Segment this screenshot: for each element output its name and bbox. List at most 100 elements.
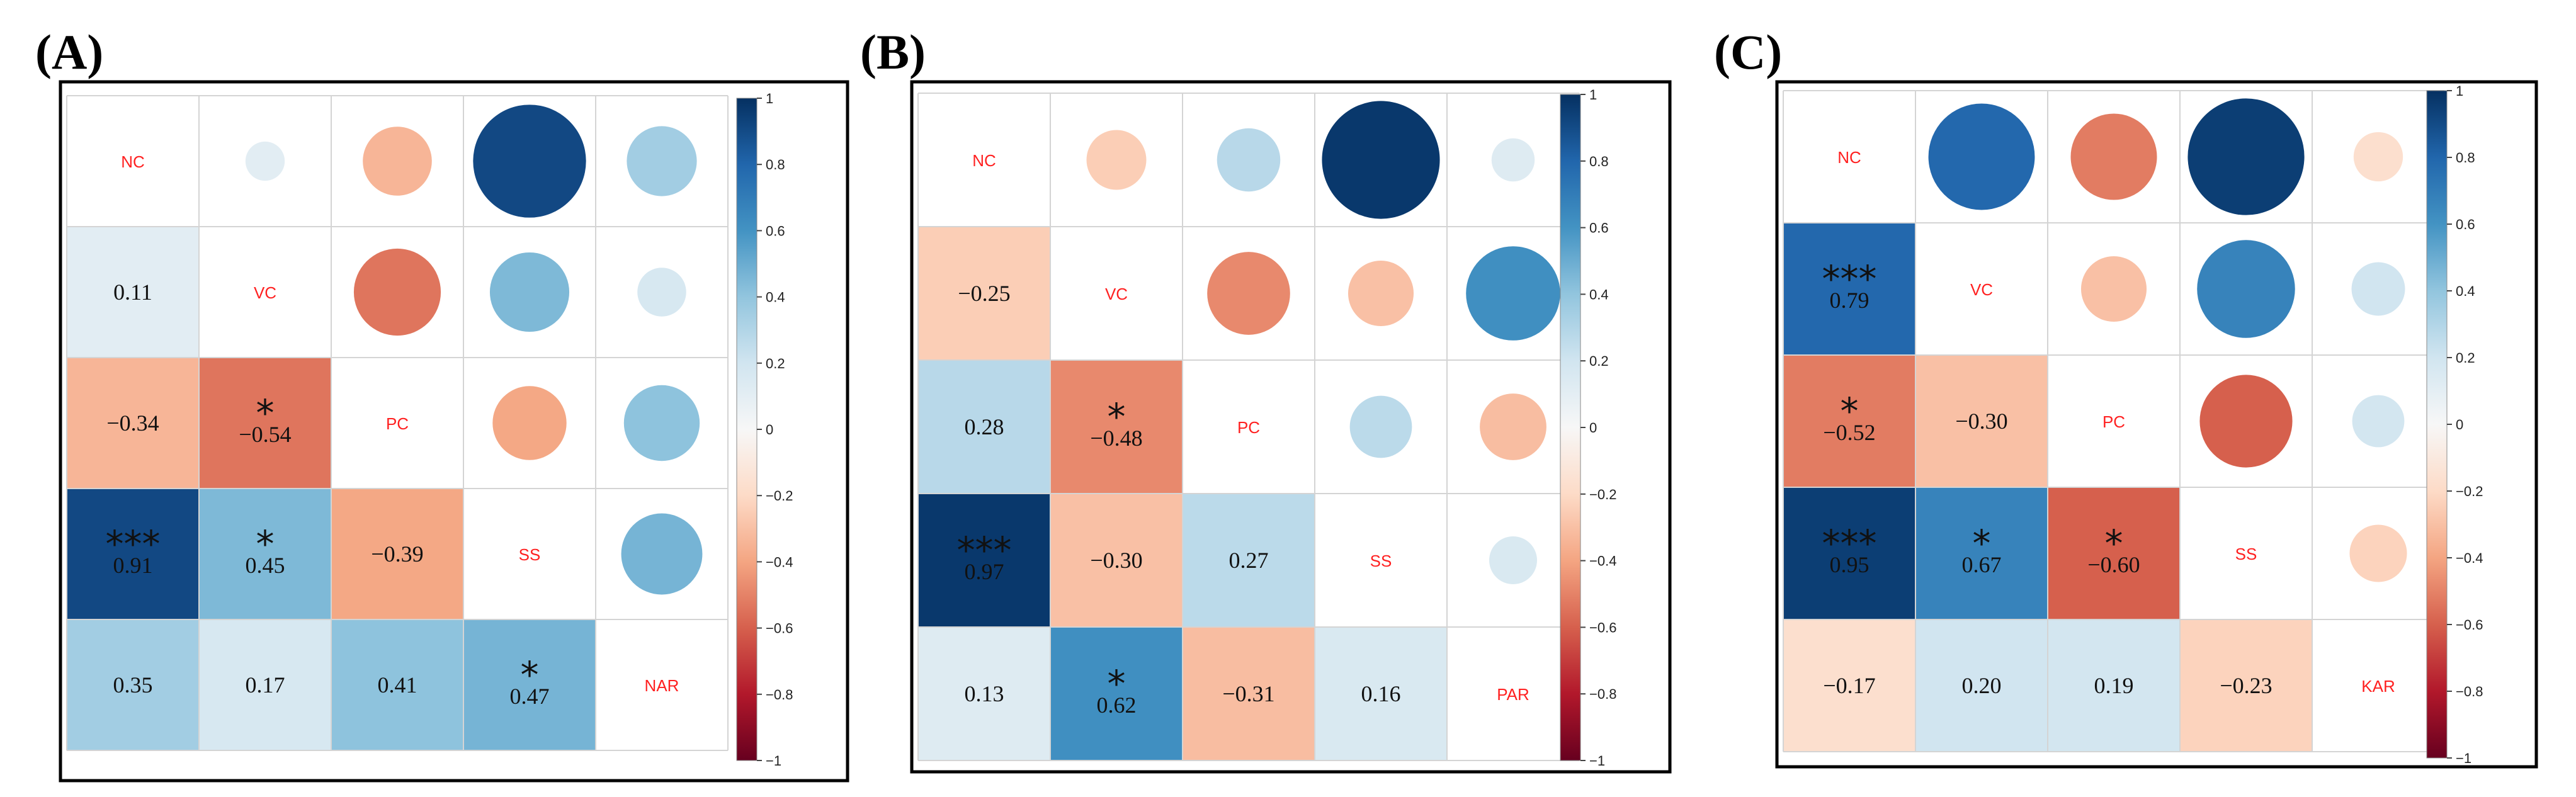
colorbar-tick-label: −0.6 [766, 621, 793, 636]
diagonal-cell [1315, 494, 1447, 627]
circle-NC-SS [2187, 98, 2305, 215]
colorbar-tick-label: 1 [2456, 83, 2463, 99]
coefficient-label: −0.48 [1090, 426, 1142, 451]
diagonal-cell [2048, 355, 2180, 487]
circle-VC-NAR [637, 268, 686, 317]
diagonal-cell [1183, 360, 1315, 494]
coefficient-label: −0.52 [1823, 420, 1875, 445]
cell-VC-NC [67, 227, 199, 358]
cell-KAR-VC [1915, 619, 2048, 752]
coefficient-label: 0.13 [965, 681, 1004, 706]
cell-SS-PC [331, 489, 463, 619]
coefficient-label: −0.30 [1955, 409, 2007, 434]
variable-label-PC: PC [1237, 418, 1260, 437]
diagonal-cell [67, 96, 199, 227]
circle-NC-SS [1322, 101, 1440, 219]
matrix-grid: NC0.11 VC−0.34 −0.54* PC0.91*** 0.45* −0.39 SS… [66, 95, 729, 751]
cell-SS-VC [199, 489, 331, 619]
cell-PC-NC [1783, 355, 1915, 487]
circle-PC-NAR [623, 385, 700, 461]
cell-PAR-SS [1315, 627, 1447, 760]
circle-PC-SS [492, 386, 567, 460]
coefficient-label: −0.31 [1222, 681, 1274, 706]
colorbar-gradient [1560, 94, 1581, 761]
colorbar-tick-label: −0.4 [1589, 553, 1616, 569]
cell-PC-NC [67, 358, 199, 489]
circle-PC-KAR [2352, 395, 2405, 448]
cell-SS-VC [1915, 487, 2048, 619]
coefficient-label: 0.27 [1229, 548, 1269, 573]
coefficient-label: −0.39 [371, 541, 423, 567]
circle-NC-PAR [1491, 138, 1535, 182]
circle-NC-VC [1928, 103, 2035, 210]
significance-stars: *** [957, 529, 1012, 572]
coefficient-label: 0.79 [1830, 288, 1870, 313]
colorbar-gradient [2426, 90, 2448, 759]
variable-label-NC: NC [972, 151, 996, 170]
coefficient-label: 0.62 [1097, 692, 1137, 718]
colorbar-tick-label: 1 [1589, 87, 1597, 103]
coefficient-label: −0.30 [1090, 548, 1142, 573]
cell-KAR-NC [1783, 619, 1915, 752]
variable-label-PC: PC [2102, 412, 2125, 431]
cell-PAR-NC [918, 627, 1050, 760]
circle-NC-NAR [627, 126, 697, 196]
colorbar-tick-label: −0.4 [2456, 550, 2483, 566]
colorbar-tick-label: −0.8 [766, 687, 793, 703]
diagonal-cell [2312, 619, 2444, 752]
coefficient-label: −0.54 [239, 422, 291, 447]
variable-label-SS: SS [1370, 551, 1392, 570]
correlogram-b: NC−0.25 VC0.28 −0.48* PC0.97*** −0.30 0.27 SS0… [910, 80, 1672, 774]
cell-PC-VC [1915, 355, 2048, 487]
cell-SS-PC [2048, 487, 2180, 619]
coefficient-label: 0.19 [2094, 673, 2134, 698]
cell-PC-NC [918, 360, 1050, 494]
circle-PC-SS [1349, 395, 1412, 458]
coefficient-label: 0.95 [1830, 552, 1870, 577]
circle-NC-KAR [2353, 132, 2403, 182]
colorbar-tick-label: 0.4 [766, 290, 785, 305]
cell-SS-NC [918, 494, 1050, 627]
coefficient-label: −0.17 [1823, 673, 1875, 698]
circle-SS-PAR [1489, 536, 1537, 584]
cell-NAR-NC [67, 619, 199, 750]
diagonal-cell [918, 93, 1050, 227]
colorbar-tick-label: −0.6 [2456, 617, 2483, 633]
significance-stars: * [2105, 522, 2123, 565]
colorbar-tick-label: −0.2 [2456, 483, 2483, 499]
colorbar-tick-label: 0.2 [2456, 350, 2475, 366]
variable-label-VC: VC [254, 283, 276, 302]
colorbar-tick-label: 0.8 [2456, 150, 2475, 166]
colorbar-tick-label: −1 [2456, 750, 2471, 766]
variable-label-VC: VC [1970, 280, 1993, 299]
diagonal-cell [463, 489, 596, 619]
circle-VC-SS [489, 252, 570, 332]
cell-NAR-PC [331, 619, 463, 750]
cell-PC-VC [199, 358, 331, 489]
colorbar-gradient [736, 98, 757, 761]
cell-SS-PC [1183, 494, 1315, 627]
variable-label-NAR: NAR [645, 676, 679, 695]
circle-NC-PC [1217, 128, 1281, 192]
significance-stars: *** [106, 523, 161, 565]
colorbar: 1 0.8 0.6 0.4 0.2 0 −0.2 −0.4 −0.6 −0.8 −1 [1560, 87, 1616, 769]
cell-PC-VC [1050, 360, 1183, 494]
colorbar-tick-label: −0.2 [766, 488, 793, 504]
variable-label-NC: NC [121, 152, 145, 171]
correlogram-a: NC0.11 VC−0.34 −0.54* PC0.91*** 0.45* −0.39 SS… [59, 80, 849, 783]
significance-stars: *** [1822, 257, 1877, 300]
colorbar-tick-label: 0.6 [766, 223, 785, 239]
colorbar-tick-label: −0.8 [1589, 686, 1616, 702]
cell-PAR-VC [1050, 627, 1183, 760]
colorbar-tick-label: 1 [766, 91, 773, 106]
coefficient-label: 0.97 [965, 559, 1004, 584]
cell-SS-NC [1783, 487, 1915, 619]
circle-VC-PC [1207, 252, 1290, 335]
significance-stars: *** [1822, 522, 1877, 565]
colorbar-tick-label: −0.8 [2456, 684, 2483, 699]
circle-NC-VC [1086, 130, 1147, 190]
significance-stars: * [256, 392, 275, 434]
variable-label-SS: SS [519, 545, 541, 564]
circle-VC-PAR [1466, 246, 1560, 341]
circle-NC-PC [2070, 113, 2157, 200]
